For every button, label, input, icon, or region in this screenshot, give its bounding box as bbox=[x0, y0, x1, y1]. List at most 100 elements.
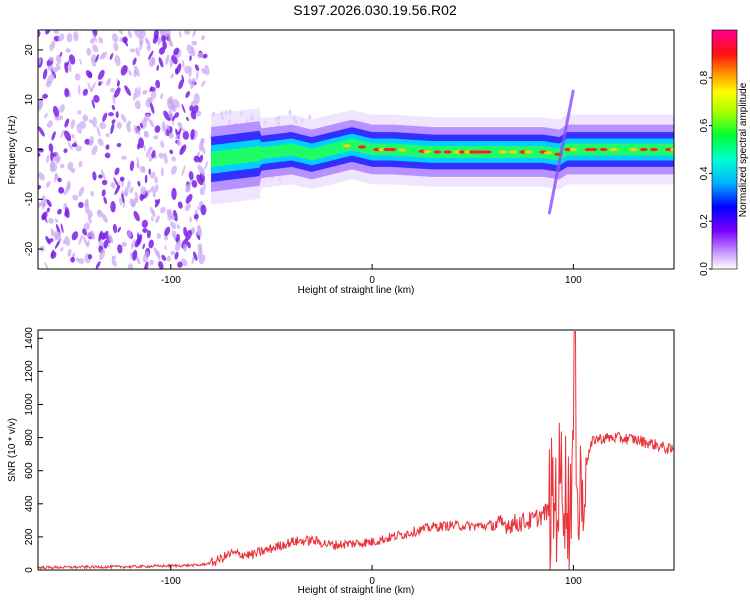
noise-speckle bbox=[51, 162, 58, 172]
noise-speckle bbox=[191, 180, 198, 188]
noise-speckle bbox=[182, 130, 190, 140]
noise-speckle bbox=[86, 232, 91, 238]
noise-speckle bbox=[152, 190, 156, 198]
noise-speckle bbox=[90, 82, 96, 93]
noise-speckle bbox=[38, 30, 41, 38]
noise-speckle bbox=[163, 235, 169, 241]
noise-speckle bbox=[104, 152, 111, 159]
noise-speckle bbox=[38, 126, 45, 137]
noise-speckle bbox=[133, 125, 141, 136]
noise-speckle bbox=[46, 207, 50, 213]
noise-speckle bbox=[146, 230, 151, 239]
x-tick-label: 100 bbox=[565, 576, 582, 587]
ridge-hotspot bbox=[358, 145, 366, 149]
noise-speckle bbox=[175, 134, 180, 140]
noise-speckle bbox=[129, 160, 135, 172]
noise-speckle bbox=[97, 138, 104, 146]
noise-speckle bbox=[116, 121, 123, 129]
noise-speckle bbox=[189, 55, 192, 62]
noise-speckle bbox=[77, 110, 82, 115]
noise-speckle bbox=[82, 228, 88, 236]
noise-speckle bbox=[57, 33, 65, 42]
y-tick-label: 20 bbox=[24, 44, 35, 56]
noise-speckle bbox=[190, 128, 195, 140]
ridge-hotspot bbox=[483, 150, 492, 154]
noise-speckle bbox=[78, 160, 83, 168]
noise-speckle bbox=[181, 60, 185, 68]
noise-speckle bbox=[178, 31, 182, 38]
x-tick-label: -100 bbox=[161, 576, 181, 587]
noise-speckle bbox=[138, 86, 141, 98]
noise-speckle bbox=[92, 116, 97, 128]
noise-speckle bbox=[145, 147, 151, 158]
noise-speckle bbox=[116, 80, 120, 87]
noise-speckle bbox=[70, 256, 76, 263]
noise-speckle bbox=[144, 130, 150, 138]
bottom-x-ticks: -100 0 100 bbox=[161, 565, 582, 587]
noise-speckle bbox=[154, 198, 161, 208]
noise-speckle bbox=[42, 93, 48, 99]
noise-speckle bbox=[132, 57, 137, 66]
noise-speckle bbox=[194, 64, 200, 71]
noise-speckle bbox=[165, 54, 170, 66]
noise-speckle bbox=[128, 70, 132, 76]
noise-speckle bbox=[188, 171, 194, 181]
noise-speckle bbox=[42, 68, 48, 80]
noise-speckle bbox=[148, 57, 156, 67]
noise-speckle bbox=[170, 221, 177, 230]
noise-speckle bbox=[178, 79, 184, 90]
noise-speckle bbox=[113, 42, 119, 52]
noise-speckle bbox=[163, 152, 168, 165]
noise-speckle bbox=[59, 104, 65, 113]
noise-speckle bbox=[103, 196, 107, 205]
noise-speckle bbox=[171, 54, 178, 65]
noise-speckle bbox=[60, 247, 64, 252]
noise-speckle bbox=[65, 61, 70, 68]
noise-speckle bbox=[48, 217, 54, 224]
dispersive-streak bbox=[547, 89, 575, 215]
noise-speckle bbox=[116, 142, 122, 148]
noise-speckle bbox=[101, 213, 108, 223]
noise-speckle bbox=[64, 130, 72, 142]
colorbar-tick-label: 0.8 bbox=[699, 70, 710, 84]
noise-speckle bbox=[67, 248, 72, 257]
noise-speckle bbox=[147, 96, 154, 103]
noise-speckle bbox=[126, 120, 132, 127]
noise-speckle bbox=[201, 80, 206, 87]
noise-speckle bbox=[66, 32, 73, 43]
ridge-hotspot bbox=[629, 147, 638, 152]
noise-speckle bbox=[78, 234, 84, 245]
noise-speckle bbox=[130, 48, 136, 53]
noise-speckle bbox=[132, 249, 138, 261]
noise-speckle bbox=[159, 30, 165, 35]
noise-speckle bbox=[177, 122, 181, 127]
noise-speckle bbox=[149, 206, 156, 218]
noise-speckle bbox=[99, 51, 105, 60]
noise-speckle bbox=[191, 255, 195, 265]
x-tick-label: 100 bbox=[565, 275, 582, 286]
noise-speckle bbox=[154, 176, 158, 184]
noise-speckle bbox=[142, 251, 150, 263]
ridge-hotspot bbox=[569, 147, 578, 152]
noise-speckle bbox=[190, 110, 197, 120]
noise-speckle bbox=[91, 59, 97, 67]
noise-speckle bbox=[112, 33, 119, 43]
noise-speckle bbox=[87, 215, 92, 224]
y-tick-label: 800 bbox=[24, 429, 35, 446]
noise-speckle bbox=[141, 219, 149, 228]
noise-speckle bbox=[75, 145, 82, 152]
noise-speckle bbox=[181, 165, 186, 177]
y-tick-label: 200 bbox=[24, 528, 35, 545]
noise-speckle bbox=[85, 70, 93, 79]
noise-speckle bbox=[150, 90, 157, 99]
ridge-hotspot bbox=[398, 148, 407, 152]
noise-speckle bbox=[123, 191, 129, 197]
noise-speckle bbox=[154, 184, 159, 193]
noise-speckle bbox=[110, 87, 115, 93]
noise-speckle bbox=[137, 180, 141, 187]
bottom-plot-frame bbox=[37, 329, 675, 571]
noise-speckle bbox=[134, 65, 140, 77]
noise-speckle bbox=[115, 111, 119, 119]
noise-speckle bbox=[59, 52, 63, 57]
